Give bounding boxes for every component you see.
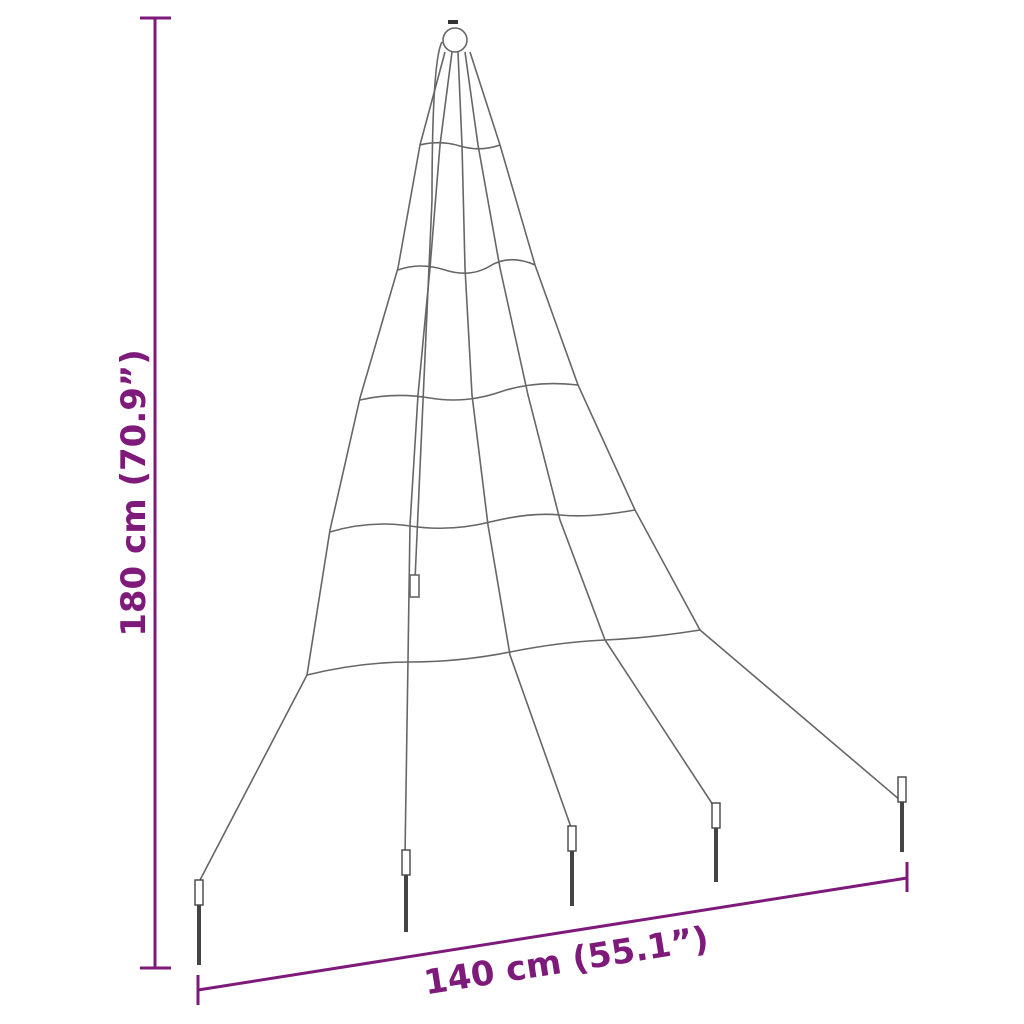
stake — [711, 802, 721, 882]
stake — [897, 776, 907, 852]
height-label: 180 cm (70.9”) — [114, 349, 154, 637]
stake — [567, 825, 577, 906]
light-strand — [199, 51, 446, 881]
controller-box — [409, 574, 420, 598]
power-cable — [414, 41, 443, 581]
ground-stakes — [194, 776, 907, 965]
hanging-ring — [442, 27, 468, 53]
ring-wire — [329, 509, 636, 533]
light-strand — [464, 51, 716, 809]
width-dimension-line — [197, 876, 908, 992]
stake — [194, 879, 204, 965]
light-strand — [404, 51, 453, 856]
ring-wire — [359, 382, 579, 401]
height-dimension — [140, 16, 171, 970]
ring-wire — [419, 141, 501, 150]
ring-wire — [397, 258, 536, 274]
light-tree-drawing — [194, 20, 907, 965]
width-dimension — [196, 862, 909, 1005]
light-strand — [457, 51, 573, 831]
light-strand — [469, 51, 901, 801]
stake — [401, 849, 411, 932]
ring-wire — [306, 629, 701, 676]
